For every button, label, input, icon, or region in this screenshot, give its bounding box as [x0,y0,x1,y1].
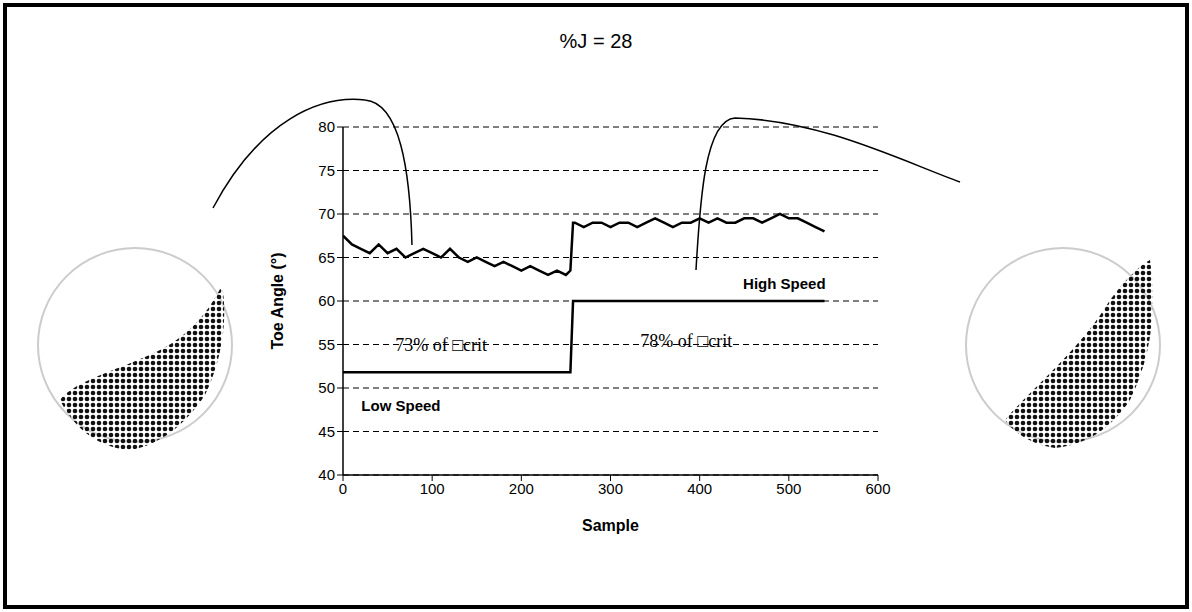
svg-text:Toe Angle (°): Toe Angle (°) [269,252,286,349]
svg-text:80: 80 [318,118,335,135]
svg-text:0: 0 [339,480,347,497]
svg-text:55: 55 [318,336,335,353]
svg-text:400: 400 [687,480,712,497]
svg-text:45: 45 [318,423,335,440]
svg-text:Sample: Sample [582,517,639,534]
svg-text:70: 70 [318,205,335,222]
svg-text:500: 500 [776,480,801,497]
svg-text:78% of □crit: 78% of □crit [640,331,732,351]
svg-text:600: 600 [865,480,890,497]
svg-text:50: 50 [318,379,335,396]
html-text:%J = 28: %J = 28 [559,30,633,52]
svg-text:Low Speed: Low Speed [361,397,440,414]
svg-text:300: 300 [598,480,623,497]
svg-text:65: 65 [318,249,335,266]
svg-text:High Speed: High Speed [743,275,826,292]
svg-text:60: 60 [318,292,335,309]
svg-text:200: 200 [509,480,534,497]
svg-text:100: 100 [420,480,445,497]
svg-text:75: 75 [318,162,335,179]
svg-text:73% of □crit: 73% of □crit [395,335,487,355]
svg-text:40: 40 [318,466,335,483]
